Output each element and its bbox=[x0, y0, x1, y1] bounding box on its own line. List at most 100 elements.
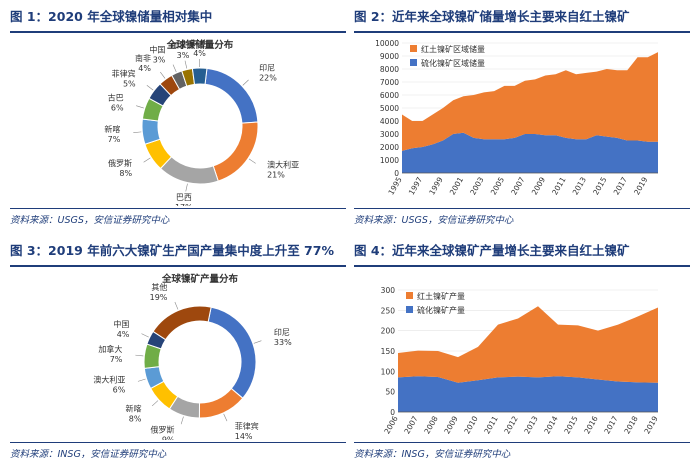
chart-title: 全球镍储量分布 bbox=[166, 39, 234, 51]
legend-swatch bbox=[410, 59, 417, 66]
slice-percent: 33% bbox=[274, 338, 292, 347]
donut-slice bbox=[152, 305, 212, 341]
slice-percent: 6% bbox=[111, 103, 124, 112]
title-rule bbox=[354, 31, 690, 33]
series-area bbox=[398, 376, 658, 412]
x-tick-label: 2019 bbox=[642, 414, 659, 435]
y-tick-label: 0 bbox=[390, 408, 395, 417]
series-area bbox=[398, 306, 658, 383]
slice-label: 新喀 bbox=[125, 403, 141, 413]
x-tick-label: 2003 bbox=[468, 175, 485, 196]
donut-slice bbox=[204, 67, 259, 124]
slice-label: 澳大利亚 bbox=[93, 375, 125, 385]
x-tick-label: 2011 bbox=[550, 175, 567, 196]
y-tick-label: 7000 bbox=[380, 78, 399, 87]
y-tick-label: 8000 bbox=[380, 65, 399, 74]
series-area bbox=[402, 52, 658, 151]
slice-label: 加拿大 bbox=[171, 40, 195, 50]
panel-4: 图 4：近年来全球镍矿产量增长主要来自红土镍矿 0 50 100 150 200 250 3… bbox=[354, 238, 690, 462]
x-tick-label: 2011 bbox=[482, 414, 499, 435]
chart-reserves-by-type: 0 1000 2000 3000 4000 5000 6000 7000 8000 9000 100… bbox=[354, 36, 690, 206]
x-tick-label: 2009 bbox=[530, 175, 547, 196]
leader-line bbox=[135, 354, 144, 357]
slice-percent: 4% bbox=[193, 49, 206, 58]
slice-label: 印尼 bbox=[274, 328, 290, 337]
area-chart: 0 1000 2000 3000 4000 5000 6000 7000 8000 9000 100… bbox=[375, 39, 658, 197]
y-tick-label: 0 bbox=[394, 169, 399, 178]
x-tick-label: 2008 bbox=[422, 414, 439, 435]
slice-label: 印尼 bbox=[259, 63, 275, 72]
donut-slice bbox=[198, 387, 244, 419]
y-tick-label: 2000 bbox=[380, 143, 399, 152]
leader-line bbox=[151, 400, 159, 407]
slice-percent: 5% bbox=[123, 80, 136, 89]
legend-label: 红土镍矿产量 bbox=[417, 291, 465, 301]
chart-title: 全球镍矿产量分布 bbox=[161, 273, 239, 285]
x-tick-label: 2015 bbox=[562, 414, 579, 435]
x-tick-label: 2006 bbox=[382, 414, 399, 435]
legend-swatch bbox=[410, 45, 417, 52]
x-tick-label: 2007 bbox=[402, 414, 419, 435]
leader-line bbox=[174, 301, 179, 310]
slice-label: 澳大利亚 bbox=[267, 159, 299, 169]
slice-percent: 7% bbox=[110, 355, 123, 364]
leader-line bbox=[242, 79, 249, 86]
donut-slice bbox=[207, 306, 257, 399]
x-tick-label: 2009 bbox=[442, 414, 459, 435]
slice-percent: 7% bbox=[108, 135, 121, 144]
source-note: 资料来源：INSG，安信证券研究中心 bbox=[10, 442, 346, 460]
y-tick-label: 5000 bbox=[380, 104, 399, 113]
slice-percent: 21% bbox=[267, 170, 285, 179]
panel-3: 图 3：2019 年前六大镍矿生产国产量集中度上升至 77% 全球镍矿产量分布印… bbox=[10, 238, 346, 462]
legend-label: 红土镍矿区域储量 bbox=[421, 44, 485, 54]
x-tick-label: 2014 bbox=[542, 414, 559, 435]
source-note: 资料来源：INSG，安信证券研究中心 bbox=[354, 442, 690, 460]
x-tick-label: 2019 bbox=[632, 175, 649, 196]
y-tick-label: 3000 bbox=[380, 130, 399, 139]
slice-label: 南非 bbox=[135, 53, 151, 63]
slice-percent: 8% bbox=[129, 414, 142, 423]
figure-title: 图 2：近年来全球镍矿储量增长主要来自红土镍矿 bbox=[354, 9, 630, 24]
legend-swatch bbox=[406, 306, 413, 313]
leader-line bbox=[172, 64, 177, 73]
figure-title: 图 1：2020 年全球镍储量相对集中 bbox=[10, 9, 213, 24]
leader-line bbox=[143, 157, 151, 163]
y-tick-label: 50 bbox=[385, 388, 395, 397]
leader-line bbox=[180, 416, 184, 425]
donut-slice bbox=[212, 121, 259, 182]
slice-percent: 14% bbox=[235, 432, 253, 440]
figure-title: 图 3：2019 年前六大镍矿生产国产量集中度上升至 77% bbox=[10, 243, 334, 258]
slice-percent: 19% bbox=[150, 293, 168, 302]
leader-line bbox=[141, 333, 149, 338]
slice-label: 菲律宾 bbox=[112, 69, 136, 79]
y-tick-label: 9000 bbox=[380, 52, 399, 61]
legend-swatch bbox=[406, 292, 413, 299]
slice-label: 中国 bbox=[149, 45, 165, 55]
x-tick-label: 2013 bbox=[571, 175, 588, 196]
leader-line bbox=[185, 183, 188, 192]
leader-line bbox=[137, 378, 146, 382]
slice-percent: 3% bbox=[153, 56, 166, 65]
x-tick-label: 2010 bbox=[462, 414, 479, 435]
x-tick-label: 2012 bbox=[502, 414, 519, 435]
figure-title: 图 4：近年来全球镍矿产量增长主要来自红土镍矿 bbox=[354, 243, 630, 258]
leader-line bbox=[133, 131, 142, 133]
slice-label: 巴西 bbox=[176, 193, 192, 202]
y-tick-label: 200 bbox=[381, 327, 396, 336]
slice-label: 俄罗斯 bbox=[108, 158, 132, 168]
y-tick-label: 300 bbox=[381, 286, 396, 295]
chart-production-by-type: 0 50 100 150 200 250 300 2006 2007 2008 2009 2010 20… bbox=[354, 270, 690, 440]
legend-label: 硫化镍矿产量 bbox=[417, 305, 465, 315]
donut-slice bbox=[141, 118, 161, 145]
x-tick-label: 2017 bbox=[602, 414, 619, 435]
title-rule bbox=[354, 265, 690, 267]
x-tick-label: 2005 bbox=[489, 175, 506, 196]
y-tick-label: 100 bbox=[381, 367, 396, 376]
slice-label: 加拿大 bbox=[98, 344, 122, 354]
x-tick-label: 2017 bbox=[612, 175, 629, 196]
y-tick-label: 150 bbox=[381, 347, 396, 356]
